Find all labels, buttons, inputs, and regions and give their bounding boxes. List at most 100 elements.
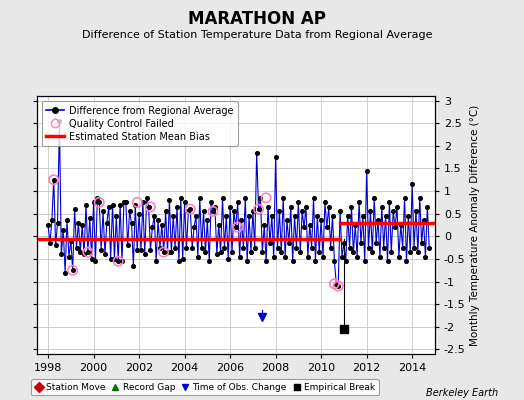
Point: [129, 262, 138, 269]
Point: [180, 199, 189, 206]
Point: [353, 254, 362, 260]
Point: [224, 256, 233, 262]
Point: [404, 213, 412, 219]
Point: [326, 244, 335, 251]
Point: [247, 249, 255, 255]
Point: [69, 267, 77, 274]
Point: [344, 213, 352, 219]
Point: [222, 213, 231, 219]
Point: [67, 238, 75, 244]
Point: [74, 220, 83, 226]
Point: [243, 258, 252, 264]
Point: [51, 242, 60, 248]
Point: [304, 254, 312, 260]
Point: [205, 258, 213, 264]
Point: [182, 244, 191, 251]
Point: [192, 213, 200, 219]
Point: [158, 222, 166, 228]
Point: [412, 208, 420, 215]
Point: [179, 256, 187, 262]
Point: [159, 249, 168, 255]
Point: [44, 222, 52, 228]
Point: [139, 199, 147, 206]
Point: [101, 251, 109, 258]
Point: [358, 213, 367, 219]
Point: [332, 281, 341, 287]
Point: [330, 281, 339, 287]
Point: [114, 258, 123, 264]
Point: [106, 256, 115, 262]
Point: [146, 204, 155, 210]
Point: [338, 254, 346, 260]
Point: [300, 224, 308, 230]
Point: [283, 217, 291, 224]
Point: [250, 244, 259, 251]
Point: [285, 240, 293, 246]
Point: [184, 208, 193, 215]
Point: [174, 258, 183, 264]
Point: [110, 256, 118, 262]
Point: [425, 244, 433, 251]
Point: [400, 195, 409, 201]
Point: [72, 244, 81, 251]
Point: [84, 249, 92, 255]
Point: [321, 199, 329, 206]
Point: [393, 204, 401, 210]
Point: [330, 258, 339, 264]
Point: [108, 202, 117, 208]
Point: [125, 208, 134, 215]
Point: [61, 269, 69, 276]
Point: [357, 240, 365, 246]
Point: [384, 258, 392, 264]
Point: [309, 195, 318, 201]
Point: [95, 199, 103, 206]
Point: [226, 204, 234, 210]
Point: [234, 199, 242, 206]
Point: [53, 220, 62, 226]
Point: [418, 240, 426, 246]
Point: [279, 195, 287, 201]
Point: [281, 254, 289, 260]
Point: [118, 258, 126, 264]
Point: [171, 244, 179, 251]
Point: [340, 240, 348, 246]
Point: [376, 254, 384, 260]
Point: [95, 199, 103, 206]
Point: [302, 204, 310, 210]
Point: [152, 258, 160, 264]
Point: [48, 217, 56, 224]
Point: [131, 202, 139, 208]
Point: [275, 208, 283, 215]
Point: [410, 244, 418, 251]
Point: [258, 249, 267, 255]
Point: [385, 199, 394, 206]
Point: [239, 244, 247, 251]
Point: [188, 244, 196, 251]
Point: [323, 224, 331, 230]
Point: [336, 208, 344, 215]
Point: [124, 242, 132, 248]
Point: [381, 213, 390, 219]
Point: [88, 256, 96, 262]
Point: [84, 249, 92, 255]
Point: [256, 195, 265, 201]
Point: [135, 210, 143, 217]
Point: [347, 204, 356, 210]
Point: [78, 222, 86, 228]
Point: [201, 249, 210, 255]
Point: [198, 244, 206, 251]
Point: [55, 118, 63, 124]
Point: [143, 195, 151, 201]
Point: [85, 215, 94, 222]
Text: Difference of Station Temperature Data from Regional Average: Difference of Station Temperature Data f…: [82, 30, 432, 40]
Point: [308, 244, 316, 251]
Point: [351, 222, 359, 228]
Point: [76, 249, 84, 255]
Point: [398, 244, 407, 251]
Point: [230, 208, 238, 215]
Point: [305, 222, 314, 228]
Point: [269, 254, 278, 260]
Point: [237, 217, 246, 224]
Point: [260, 222, 268, 228]
Point: [413, 249, 422, 255]
